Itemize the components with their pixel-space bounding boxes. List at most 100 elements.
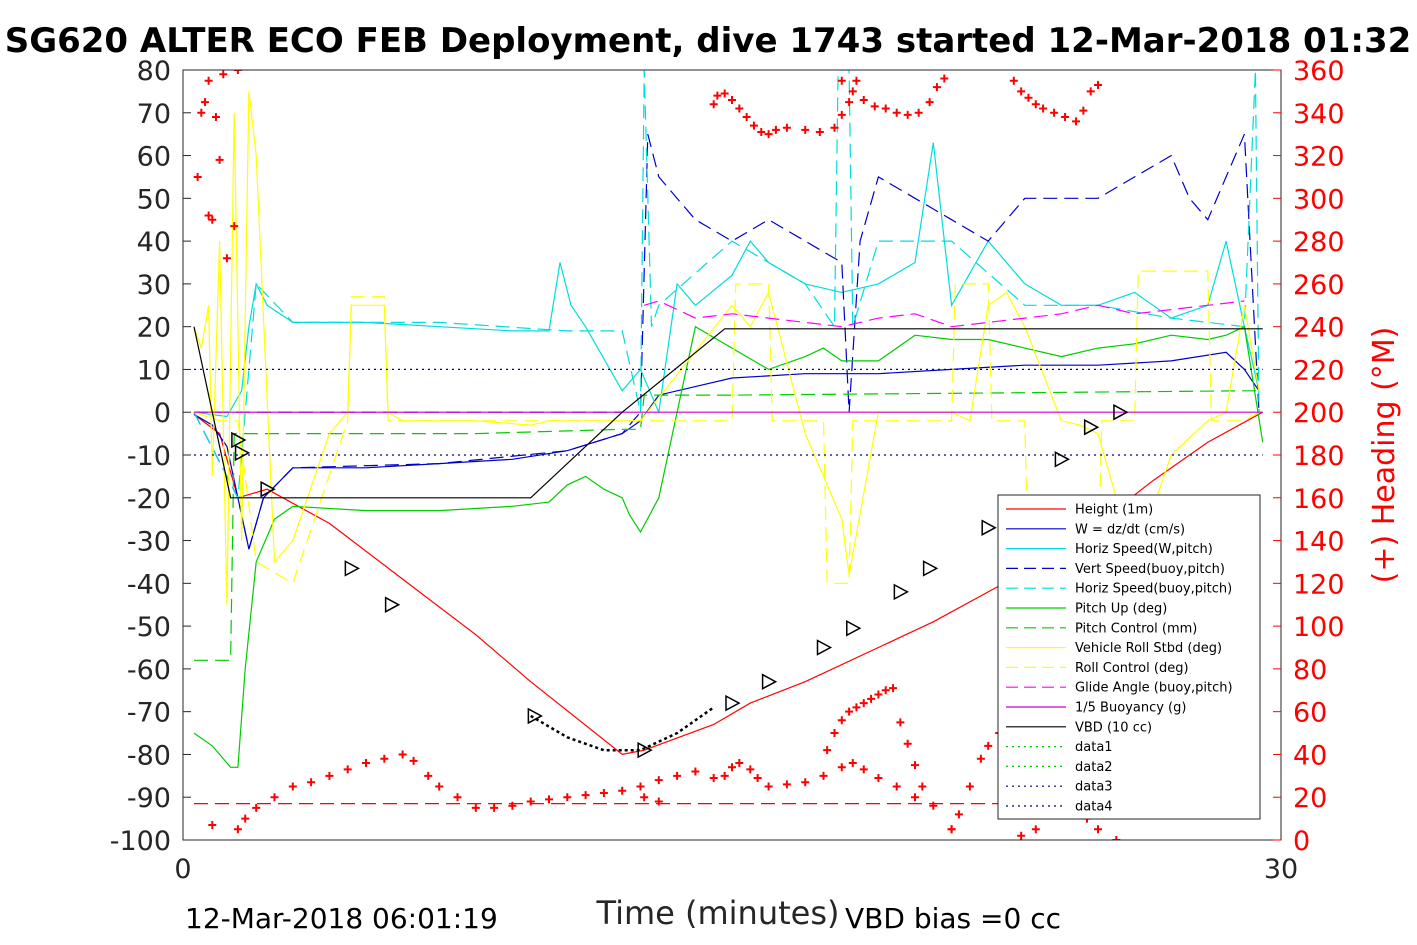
depth-marker [637,741,653,759]
heading-point [409,756,418,765]
heading-point [1009,76,1018,85]
heading-point [757,128,766,137]
series-line-7 [193,91,1260,605]
heading-point [845,707,854,716]
heading-point [599,788,608,797]
y-right-tick-label: 200 [1293,398,1345,429]
heading-point [1039,104,1048,113]
y-right-tick-label: 180 [1293,441,1345,472]
heading-point [859,95,868,104]
heading-point [1031,100,1040,109]
heading-point [1086,87,1095,96]
heading-point [618,786,627,795]
depth-marker [922,560,939,577]
series-line-9 [644,300,1245,328]
heading-point [1024,93,1033,102]
heading-point [911,761,919,770]
legend-entry: data1 [1075,740,1113,755]
heading-point [889,684,898,693]
x-tick-label: 30 [1264,854,1298,885]
depth-marker [234,444,251,462]
heading-point [830,123,839,132]
y-right-tick-label: 20 [1293,783,1327,814]
y-right-tick-label: 300 [1293,184,1345,215]
heading-point [362,759,370,767]
y-tick-label: 60 [137,142,171,173]
heading-point [435,782,444,791]
y-right-tick-label: 120 [1293,569,1345,600]
heading-point [325,771,334,780]
heading-point [230,222,239,231]
y-tick-label: -90 [127,783,171,814]
heading-point [782,123,791,132]
y-tick-label: -70 [127,698,171,729]
heading-point [1094,80,1102,89]
heading-point [749,121,758,130]
heading-point [197,108,206,117]
y-right-tick-label: 80 [1293,655,1327,686]
heading-point [947,825,956,834]
heading-point [815,128,824,137]
depth-marker [1083,418,1100,436]
y-right-tick-label: 360 [1293,56,1345,87]
heading-point [940,74,949,83]
heading-point [208,215,217,224]
heading-point [823,746,832,755]
y-tick-label: -10 [127,441,171,472]
heading-point [219,70,228,79]
heading-point [215,155,224,164]
heading-point [848,759,857,767]
heading-point [1094,825,1102,834]
heading-point [782,780,791,789]
legend-entry: data4 [1075,800,1113,815]
heading-point [954,810,963,819]
legend-entry: Vehicle Roll Stbd (deg) [1075,641,1222,656]
heading-point [735,759,744,767]
heading-point [490,803,499,812]
heading-point [837,716,846,725]
y-right-tick-label: 220 [1293,355,1345,386]
y-tick-label: -60 [127,655,171,686]
heading-point [691,767,700,776]
heading-point [241,814,250,823]
heading-point [1079,106,1088,115]
y-tick-label: 70 [137,99,171,130]
heading-point [222,254,231,263]
depth-marker [981,519,997,536]
y-right-tick-label: 0 [1293,826,1310,857]
heading-point [976,754,985,763]
heading-point [929,801,938,810]
heading-point [563,793,572,802]
y-tick-label: -50 [127,612,171,643]
heading-point [881,104,890,113]
heading-point [545,795,553,804]
heading-point [636,782,645,791]
depth-marker [893,583,909,601]
depth-marker [725,694,741,712]
depth-marker [260,480,276,498]
heading-point [845,98,854,107]
heading-point [837,76,846,85]
heading-point [211,113,220,122]
heading-point [526,797,535,806]
heading-point [735,104,744,113]
heading-point [654,776,663,785]
legend-entry: Pitch Up (deg) [1075,602,1167,617]
heading-point [874,773,883,782]
heading-point [830,729,839,738]
heading-point [453,793,462,802]
legend: Height (1m) W = dz/dt (cm/s) Horiz Speed(W… [997,494,1261,820]
heading-point [753,773,762,782]
heading-point [252,803,261,812]
depth-marker [761,673,778,690]
heading-point [720,89,729,98]
x-tick-label: 0 [174,854,191,885]
heading-point [852,703,861,712]
heading-point [204,76,213,85]
heading-point [728,95,736,104]
heading-point [233,70,242,74]
y-tick-label: -100 [110,826,171,857]
y-tick-label: -20 [127,484,171,515]
heading-point [819,771,828,780]
x-axis-label: Time (minutes) [596,894,840,932]
